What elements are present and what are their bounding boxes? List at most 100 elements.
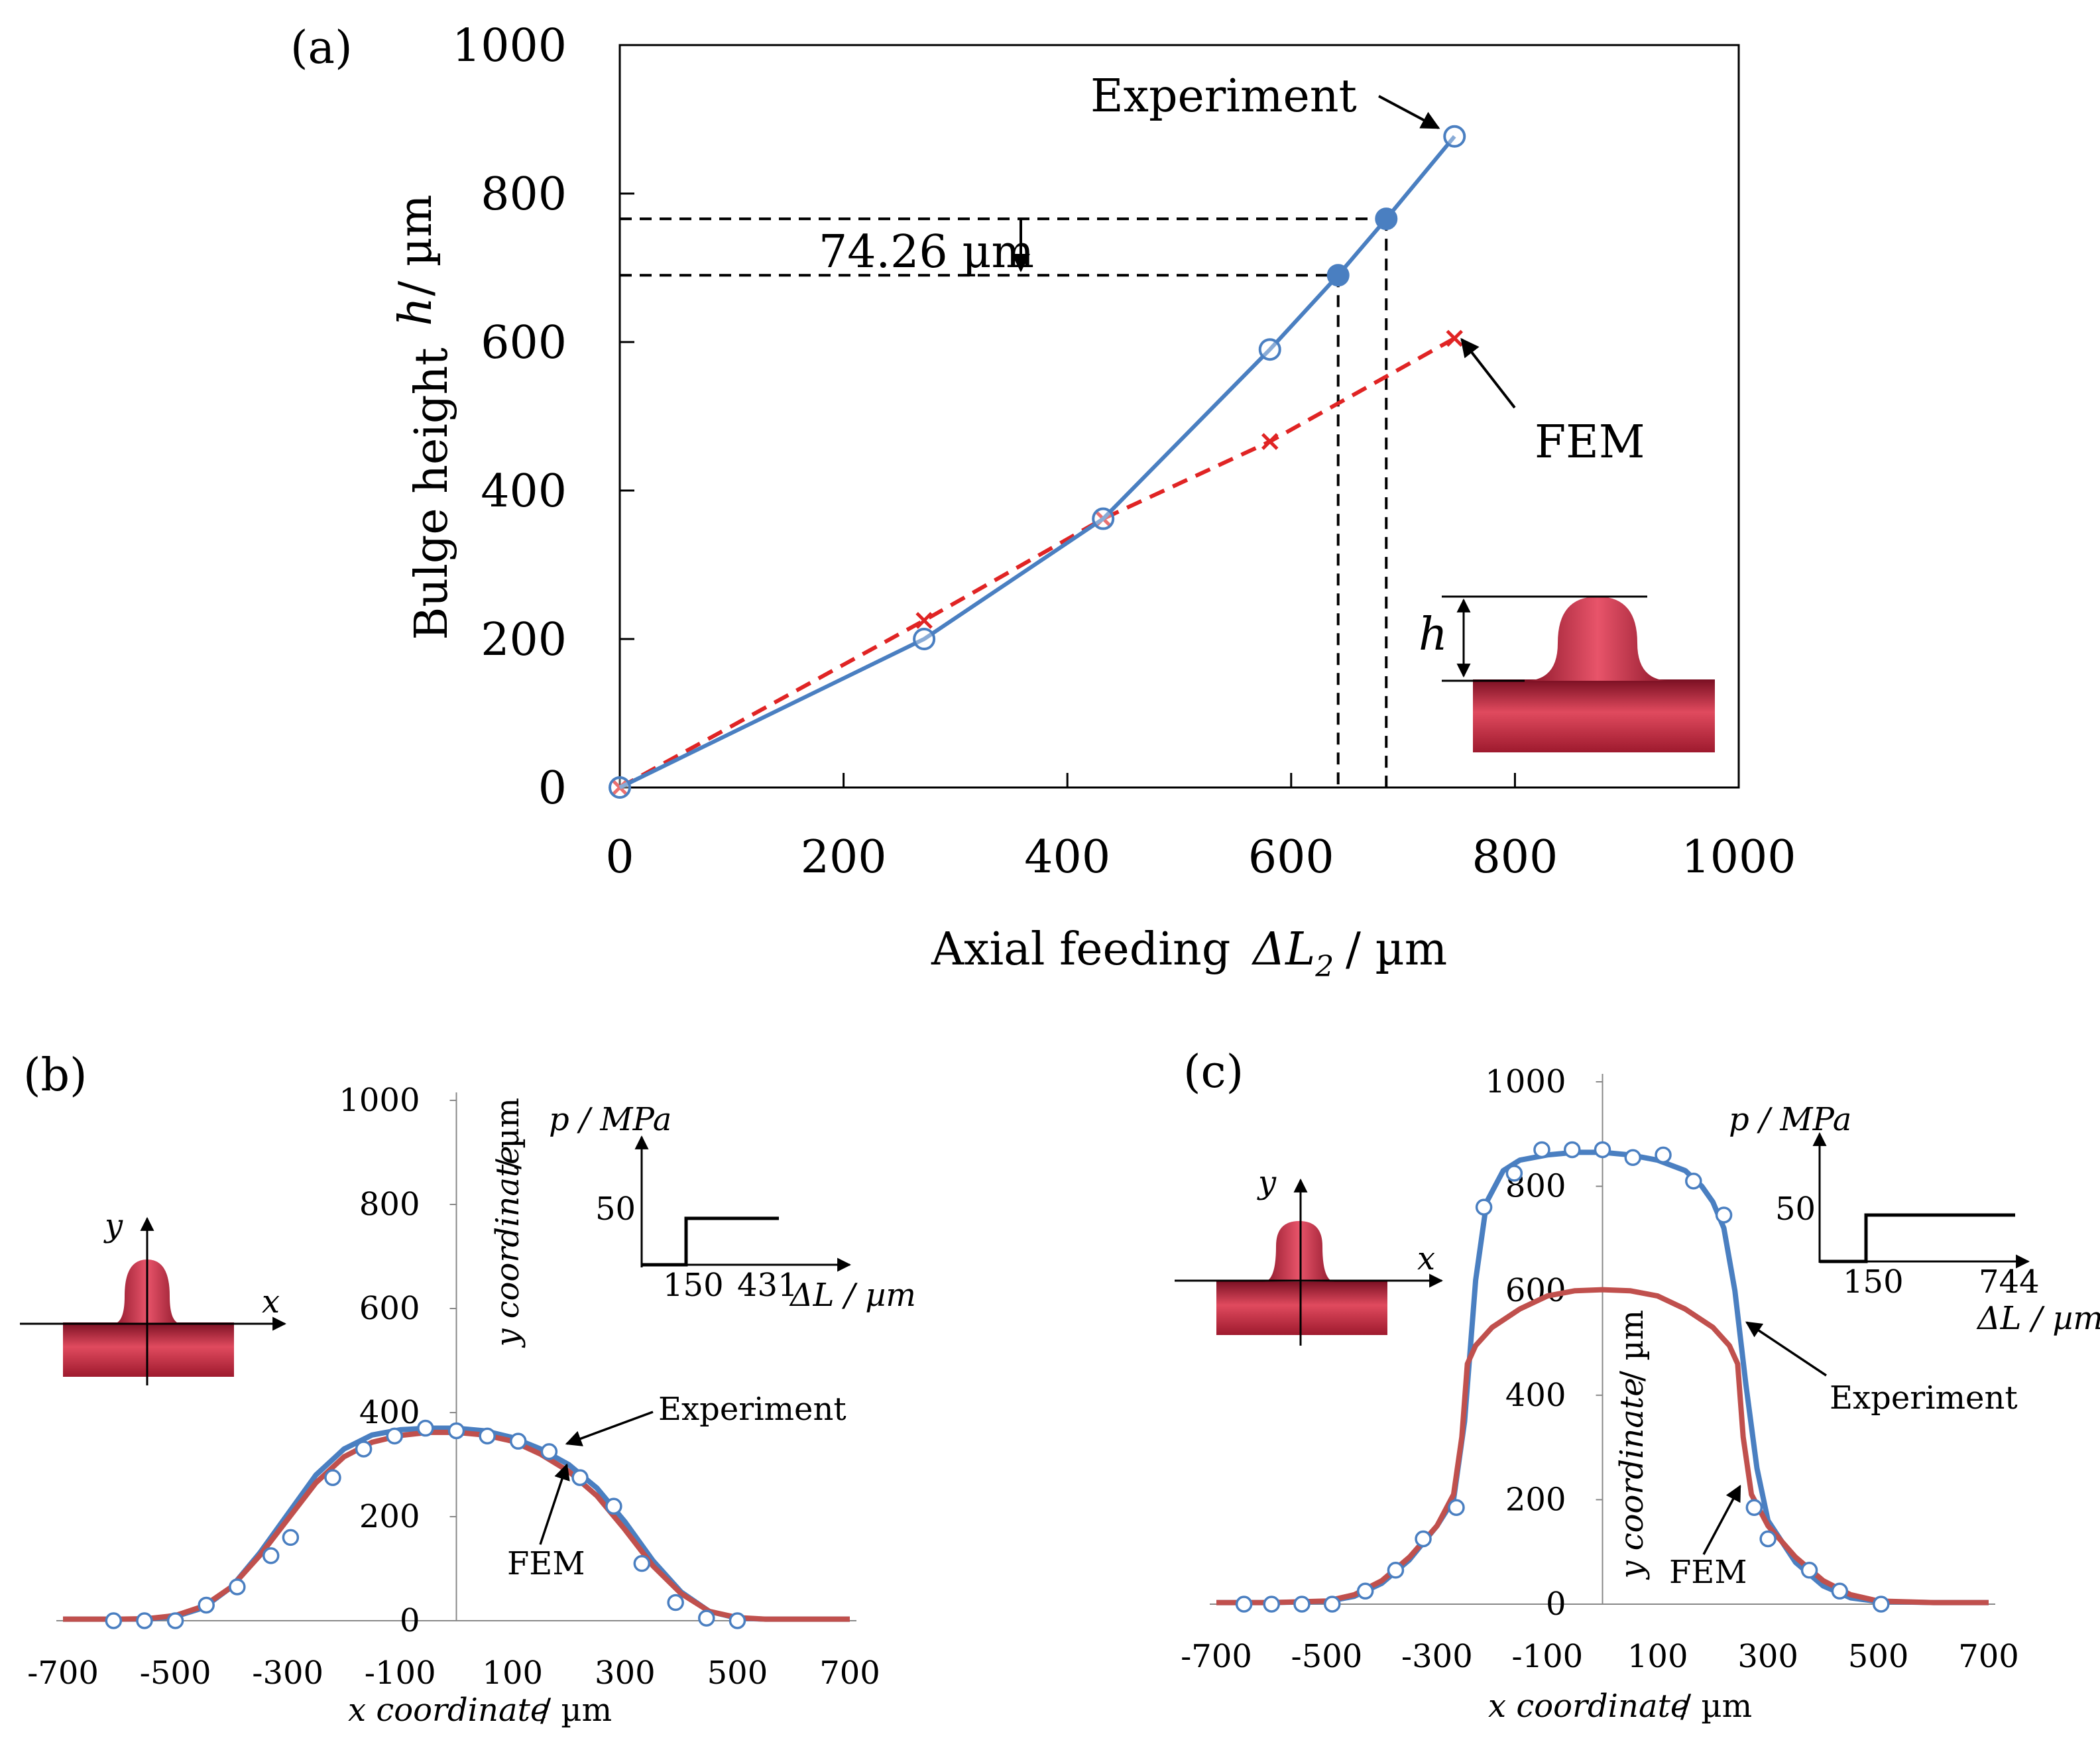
experiment-marker (262, 1547, 280, 1564)
pressure-ylabel-c: p / MPa (1729, 1101, 1851, 1138)
experiment-marker (1800, 1562, 1818, 1579)
experiment-label-a: Experiment (1090, 70, 1357, 123)
series-a (609, 125, 1466, 799)
tube-body-b (63, 1322, 234, 1377)
y-axis-unit-b: / µm (489, 1098, 526, 1169)
fem-marker-a (1261, 433, 1279, 450)
pressure-x1-b: 150 (663, 1267, 724, 1304)
experiment-marker (1655, 1146, 1672, 1164)
experiment-marker (698, 1609, 715, 1627)
experiment-marker (1387, 1562, 1405, 1579)
y-tick-label-a: 400 (481, 465, 567, 518)
x-axis-unit-a: / µm (1346, 923, 1447, 976)
bulge-top (1525, 597, 1670, 681)
tube-body-c (1216, 1281, 1387, 1335)
x-axis-label-b: x coordinate (348, 1692, 549, 1729)
experiment-marker (1745, 1499, 1763, 1516)
experiment-marker (1263, 1596, 1280, 1613)
series-line-fem (1216, 1287, 1989, 1605)
y-axis-label-b-text: y coordinate (489, 1145, 526, 1348)
x-tick-label: -300 (1401, 1638, 1473, 1675)
y-axis-symbol-a: h (390, 297, 442, 326)
pressure-level-b: 50 (595, 1191, 636, 1228)
y-axis-unit-c-text: / µm (1613, 1310, 1651, 1381)
experiment-marker-a (1375, 207, 1398, 231)
pressure-ylabel-text: p / MPa (549, 1101, 671, 1138)
inset-h-label: h (1419, 609, 1448, 661)
inset-x-label-b: x (262, 1283, 280, 1320)
fem-marker-stroke (1261, 433, 1279, 450)
experiment-marker (1415, 1530, 1432, 1548)
pressure-x2-c: 744 (1979, 1263, 2040, 1301)
pressure-x2-b: 431 (737, 1267, 798, 1304)
y-axis-label-text: Bulge height (406, 347, 458, 640)
axes-b: 0 200 400 600 800 1000 -700 -500 -300 -100 100 300 5… (27, 1082, 880, 1692)
experiment-marker (324, 1469, 341, 1486)
x-tick-label-a: 600 (1248, 831, 1334, 884)
x-tick-label-a: 0 (605, 831, 634, 884)
x-tick-label: -700 (27, 1655, 99, 1692)
experiment-marker (1475, 1198, 1493, 1216)
x-tick-label: 100 (482, 1655, 543, 1692)
x-axis-subscript: 2 (1314, 950, 1334, 984)
pressure-xlabel-b: ΔL / µm (789, 1277, 916, 1314)
guide-lines-a (620, 217, 1388, 787)
pressure-inset-b: p / MPa 50 150 431 ΔL / µm (549, 1101, 916, 1314)
y-axis-unit-a: / µm (390, 194, 442, 296)
fem-label-a: FEM (1535, 416, 1645, 469)
fem-arrow-a (1460, 337, 1516, 409)
experiment-marker (1235, 1596, 1253, 1613)
y-axis-label-b: y coordinate (489, 1145, 526, 1348)
experiment-marker (510, 1432, 527, 1450)
x-tick-label: -500 (1291, 1638, 1363, 1675)
experiment-marker (417, 1419, 434, 1437)
y-tick-label: 0 (1546, 1586, 1566, 1623)
pressure-step-c (1820, 1213, 2015, 1263)
experiment-marker (479, 1427, 496, 1445)
y-tick-label: 1000 (339, 1082, 420, 1119)
experiment-marker (1324, 1596, 1341, 1613)
experiment-label-b: Experiment (658, 1391, 846, 1428)
y-tick-label: 200 (359, 1498, 420, 1535)
panel-label-c: (c) (1183, 1046, 1244, 1098)
y-axis-label-a: Bulge height (406, 347, 458, 640)
x-tick-label: -100 (365, 1655, 436, 1692)
fem-label-b: FEM (507, 1545, 585, 1582)
y-tick-label: 400 (1505, 1377, 1566, 1414)
x-tick-label-a: 400 (1024, 831, 1110, 884)
experiment-marker (1831, 1582, 1849, 1600)
pressure-level-c: 50 (1775, 1191, 1816, 1228)
experiment-arrow-a (1378, 95, 1440, 129)
y-axis-symbol-text: h (390, 297, 442, 326)
x-tick-label: 500 (707, 1655, 768, 1692)
x-tick-label: -700 (1181, 1638, 1252, 1675)
experiment-marker-a (609, 776, 631, 799)
bulge-inset-b: x y (20, 1207, 287, 1385)
experiment-marker (229, 1578, 246, 1596)
experiment-marker (136, 1612, 153, 1629)
experiment-marker (571, 1469, 589, 1486)
inset-y-label-c: y (1257, 1164, 1277, 1201)
pressure-ylabel-c-text: p / MPa (1729, 1101, 1851, 1138)
experiment-marker (105, 1612, 123, 1629)
experiment-marker (355, 1440, 373, 1458)
experiment-marker (1624, 1149, 1642, 1167)
x-tick-label: -100 (1511, 1638, 1583, 1675)
panel-a: (a) 0 200 400 600 800 1000 0 200 400 600 800 1000 B… (290, 20, 1796, 984)
fem-label-c: FEM (1669, 1554, 1747, 1591)
experiment-marker (1356, 1582, 1374, 1600)
panel-label-a: (a) (290, 22, 353, 74)
experiment-marker-a (1258, 338, 1281, 361)
x-tick-label: 500 (1848, 1638, 1909, 1675)
experiment-marker (447, 1422, 465, 1440)
x-tick-label: 700 (819, 1655, 880, 1692)
bulge-inset-a: h (1419, 595, 1715, 752)
experiment-marker (633, 1554, 651, 1572)
x-axis-unit-c: / µm (1680, 1688, 1752, 1725)
pressure-ylabel-b: p / MPa (549, 1101, 671, 1138)
experiment-label-c: Experiment (1830, 1379, 2018, 1417)
y-tick-label: 1000 (1485, 1063, 1566, 1100)
